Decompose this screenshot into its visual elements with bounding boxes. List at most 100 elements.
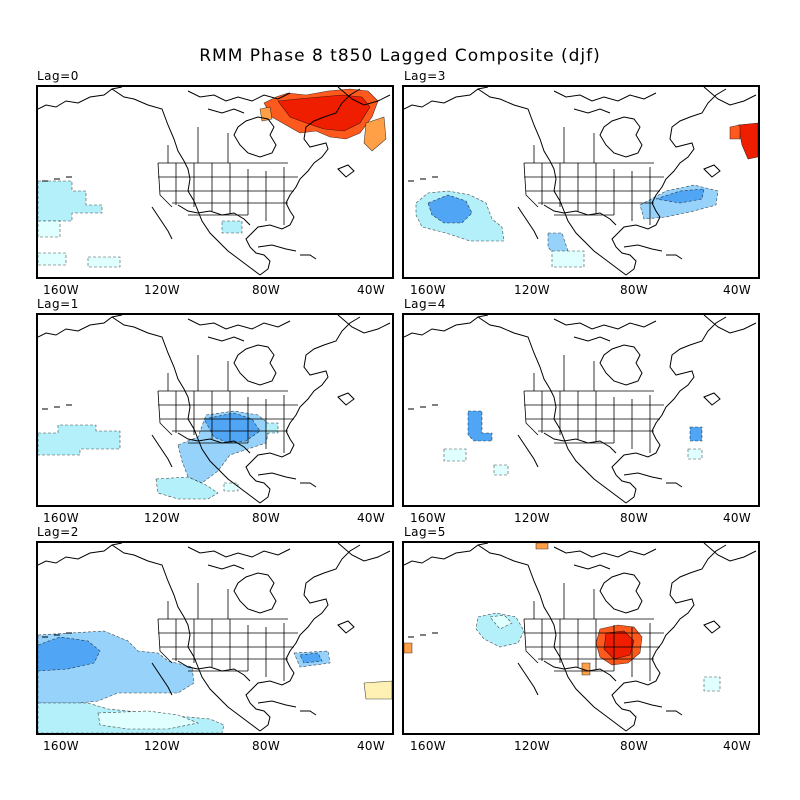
anomaly-region bbox=[38, 425, 120, 455]
coastline bbox=[517, 662, 539, 696]
anomaly-contour bbox=[493, 464, 509, 476]
x-tick-label: 160W bbox=[43, 283, 79, 297]
coastline bbox=[666, 254, 683, 260]
anomaly-contour bbox=[703, 676, 721, 692]
coastline bbox=[404, 543, 727, 732]
x-tick-label: 120W bbox=[144, 283, 180, 297]
map-panel-lag5 bbox=[402, 541, 760, 735]
coastline bbox=[187, 318, 291, 330]
anomaly-region bbox=[476, 613, 524, 647]
x-tick-label: 80W bbox=[619, 739, 649, 753]
panel-label-lag3: Lag=3 bbox=[404, 69, 446, 83]
coastline bbox=[573, 336, 611, 342]
coastline bbox=[408, 404, 438, 410]
anomaly-contour bbox=[259, 106, 273, 122]
anomaly-contour bbox=[299, 652, 323, 664]
anomaly-contour bbox=[97, 710, 200, 730]
anomaly-contour bbox=[221, 220, 243, 234]
coastline bbox=[233, 116, 277, 158]
coastline bbox=[404, 315, 727, 504]
panel-label-lag5: Lag=5 bbox=[404, 525, 446, 539]
anomaly-region bbox=[494, 465, 508, 475]
coastline bbox=[233, 344, 277, 386]
map-panel-lag2 bbox=[36, 541, 394, 735]
anomaly-region bbox=[688, 449, 702, 459]
anomaly-region bbox=[536, 543, 548, 549]
coastline bbox=[623, 472, 663, 480]
map-svg-lag3 bbox=[404, 87, 758, 276]
anomaly-contour bbox=[38, 630, 195, 704]
anomaly-contour bbox=[203, 412, 261, 444]
anomaly-contour bbox=[639, 184, 719, 220]
x-tick-label: 160W bbox=[410, 283, 446, 297]
x-tick-label: 80W bbox=[251, 511, 281, 525]
anomaly-region bbox=[444, 449, 466, 461]
coastline bbox=[703, 392, 721, 406]
state-border bbox=[157, 618, 173, 664]
anomaly-contour bbox=[551, 250, 585, 268]
coastline bbox=[187, 90, 291, 102]
anomaly-contour bbox=[737, 122, 758, 160]
anomaly-contour bbox=[155, 476, 219, 500]
coastline bbox=[337, 87, 391, 106]
coastline bbox=[623, 244, 663, 252]
x-tick-label: 160W bbox=[410, 511, 446, 525]
coastline bbox=[38, 543, 361, 732]
coastline bbox=[553, 318, 657, 330]
anomaly-region bbox=[428, 195, 472, 223]
map-svg-lag4 bbox=[404, 315, 757, 504]
coastline bbox=[408, 176, 438, 182]
coastline bbox=[151, 434, 173, 468]
anomaly-contour bbox=[223, 482, 239, 492]
coastline bbox=[177, 204, 251, 226]
coastline bbox=[207, 108, 245, 114]
x-tick-label: 80W bbox=[251, 739, 281, 753]
x-tick-label: 160W bbox=[43, 739, 79, 753]
map-svg-lag2 bbox=[38, 543, 392, 733]
coastline bbox=[337, 620, 355, 634]
coastline bbox=[517, 206, 539, 240]
coastline bbox=[703, 620, 721, 634]
anomaly-region bbox=[690, 427, 702, 441]
coastline bbox=[703, 164, 721, 178]
anomaly-contour bbox=[177, 410, 271, 484]
anomaly-region bbox=[300, 653, 322, 663]
coastline bbox=[257, 700, 297, 708]
anomaly-region bbox=[364, 117, 386, 151]
x-tick-label: 40W bbox=[722, 739, 752, 753]
anomaly-region bbox=[98, 711, 198, 729]
anomaly-region bbox=[552, 251, 584, 267]
coastline bbox=[408, 632, 438, 638]
state-border bbox=[523, 390, 539, 436]
coastline bbox=[151, 662, 173, 696]
map-svg-lag5 bbox=[404, 543, 757, 732]
x-tick-label: 80W bbox=[251, 283, 281, 297]
anomaly-contour bbox=[443, 448, 467, 462]
x-tick-label: 120W bbox=[144, 511, 180, 525]
map-panel-lag4 bbox=[402, 313, 760, 507]
anomaly-contour bbox=[475, 612, 525, 648]
map-svg-lag1 bbox=[38, 315, 391, 504]
coastline bbox=[257, 244, 297, 252]
anomaly-contour bbox=[404, 642, 413, 654]
coastline bbox=[599, 572, 643, 614]
anomaly-contour bbox=[415, 190, 505, 242]
state-border bbox=[157, 162, 173, 208]
panel-label-lag4: Lag=4 bbox=[404, 297, 446, 311]
anomaly-contour bbox=[293, 650, 331, 668]
anomaly-region bbox=[364, 681, 392, 699]
coastline bbox=[257, 472, 297, 480]
anomaly-region bbox=[278, 95, 370, 131]
x-tick-label: 80W bbox=[619, 511, 649, 525]
anomaly-contour bbox=[603, 630, 635, 660]
coastline bbox=[300, 482, 317, 488]
coastline bbox=[42, 404, 72, 410]
map-svg-lag0 bbox=[38, 87, 391, 276]
coastline bbox=[404, 87, 727, 276]
anomaly-contour bbox=[38, 702, 225, 733]
anomaly-contour bbox=[87, 256, 121, 268]
x-tick-label: 120W bbox=[144, 739, 180, 753]
anomaly-region bbox=[38, 221, 60, 237]
x-tick-label: 120W bbox=[514, 283, 550, 297]
anomaly-region bbox=[222, 221, 242, 233]
